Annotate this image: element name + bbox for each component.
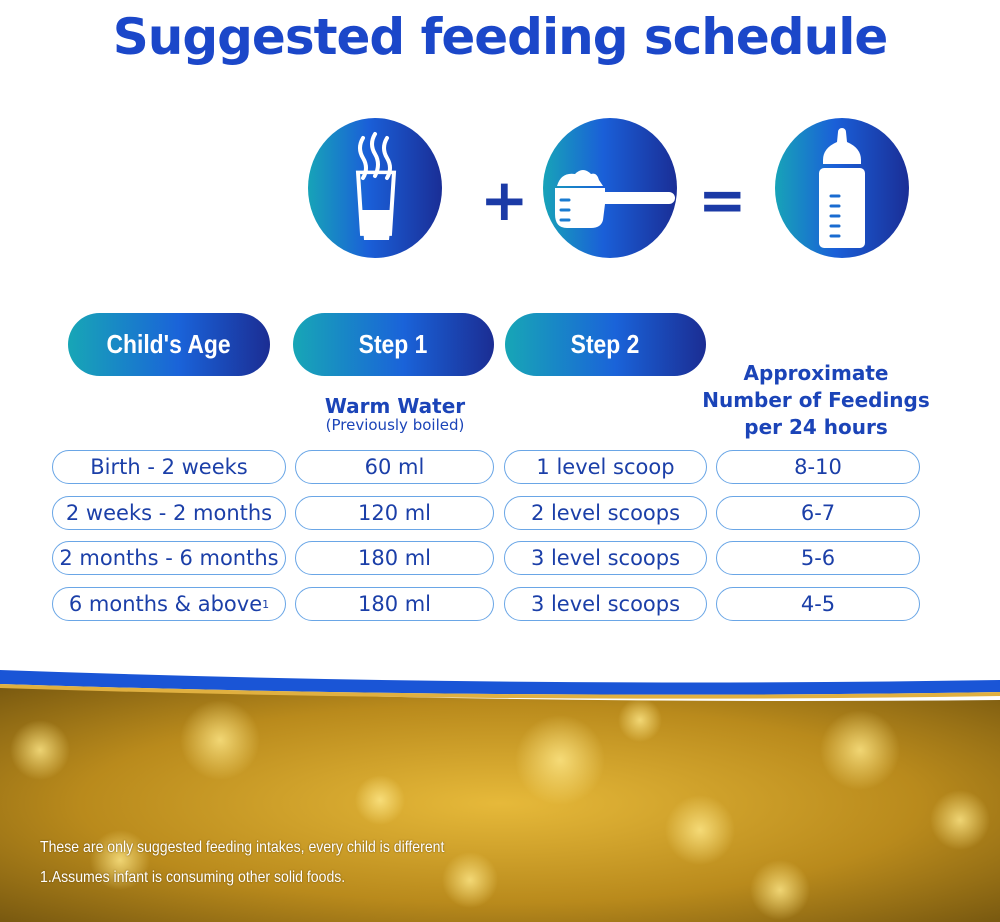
plus-icon: + <box>480 166 529 234</box>
cell-feedings: 6-7 <box>716 496 920 530</box>
scoops-value: 3 level scoops <box>530 592 681 616</box>
footnote-marker: 1 <box>262 597 270 611</box>
gold-bokeh-background <box>0 670 1000 922</box>
water-value: 60 ml <box>364 455 425 479</box>
age-value: 2 weeks - 2 months <box>65 501 273 525</box>
age-value: 2 months - 6 months <box>59 546 279 570</box>
header-label: Step 1 <box>359 329 428 359</box>
header-label: Child's Age <box>106 329 232 359</box>
feedings-value: 6-7 <box>800 501 836 525</box>
feedings-value: 4-5 <box>800 592 836 616</box>
equals-icon: = <box>698 166 747 234</box>
cell-scoops: 2 level scoops <box>504 496 707 530</box>
scoops-value: 1 level scoop <box>536 455 675 479</box>
baby-bottle-icon <box>775 118 909 258</box>
cell-feedings: 5-6 <box>716 541 920 575</box>
cell-water: 60 ml <box>295 450 494 484</box>
page-title: Suggested feeding schedule <box>112 8 889 66</box>
feedings-header-line: Number of Feedings <box>702 388 930 412</box>
cell-scoops: 3 level scoops <box>504 541 707 575</box>
water-value: 120 ml <box>357 501 432 525</box>
cell-age: Birth - 2 weeks <box>52 450 286 484</box>
cell-age: 6 months & above 1 <box>52 587 286 621</box>
cell-age: 2 weeks - 2 months <box>52 496 286 530</box>
step1-description: Warm Water <box>324 394 466 418</box>
feedings-header-line: per 24 hours <box>744 415 888 439</box>
water-value: 180 ml <box>357 546 432 570</box>
cell-feedings: 4-5 <box>716 587 920 621</box>
water-value: 180 ml <box>357 592 432 616</box>
cell-water: 180 ml <box>295 587 494 621</box>
age-value: 6 months & above <box>68 592 263 616</box>
cell-water: 180 ml <box>295 541 494 575</box>
feedings-value: 8-10 <box>794 455 842 479</box>
header-label: Step 2 <box>571 329 640 359</box>
cell-water: 120 ml <box>295 496 494 530</box>
cell-age: 2 months - 6 months <box>52 541 286 575</box>
childs-age-header: Child's Age <box>68 313 270 376</box>
disclaimer-note: These are only suggested feeding intakes… <box>40 839 445 856</box>
formula-scoop-icon <box>543 118 677 258</box>
step2-header: Step 2 <box>505 313 706 376</box>
footnote-1: 1.Assumes infant is consuming other soli… <box>40 869 346 886</box>
step1-note: (Previously boiled) <box>325 416 465 434</box>
cell-feedings: 8-10 <box>716 450 920 484</box>
age-value: Birth - 2 weeks <box>90 455 248 479</box>
feedings-value: 5-6 <box>800 546 836 570</box>
feedings-header-line: Approximate <box>743 361 889 385</box>
scoops-value: 3 level scoops <box>530 546 681 570</box>
cell-scoops: 3 level scoops <box>504 587 707 621</box>
step1-header: Step 1 <box>293 313 494 376</box>
warm-water-glass-icon <box>308 118 442 258</box>
feedings-header: Approximate Number of Feedings per 24 ho… <box>696 360 936 441</box>
scoops-value: 2 level scoops <box>530 501 681 525</box>
cell-scoops: 1 level scoop <box>504 450 707 484</box>
